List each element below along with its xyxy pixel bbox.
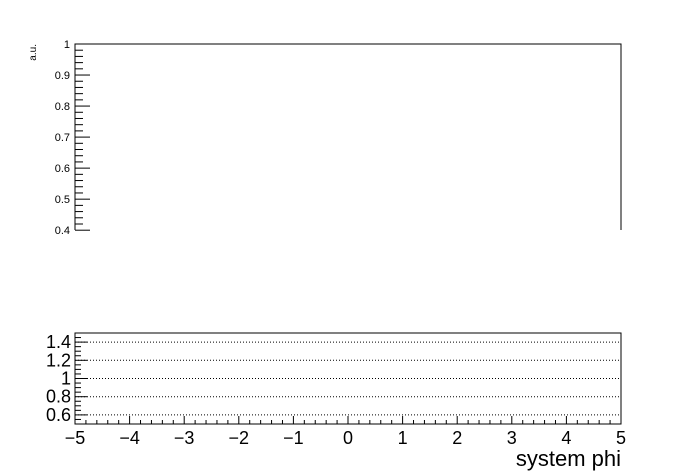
ratio-y-tick-label: 0.8 <box>46 387 71 407</box>
ratio-x-tick-label: 2 <box>452 428 462 448</box>
main-y-tick-label: 0.9 <box>55 70 70 82</box>
ratio-x-tick-labels: −5 −4 −3 −2 −1 0 1 2 3 4 5 <box>65 428 626 448</box>
ratio-x-tick-label: 3 <box>507 428 517 448</box>
ratio-y-tick-label: 0.6 <box>46 405 71 425</box>
main-y-tick-label: 0.7 <box>55 132 70 144</box>
main-panel: 0.4 0.5 0.6 0.7 0.8 0.9 1 a.u. <box>28 39 622 237</box>
main-y-axis-label: a.u. <box>28 44 39 61</box>
ratio-x-tick-label: −4 <box>119 428 140 448</box>
x-axis-label: system phi <box>516 446 621 471</box>
ratio-x-tick-label: −1 <box>283 428 304 448</box>
ratio-x-tick-label: 4 <box>561 428 571 448</box>
ratio-x-tick-label: 0 <box>343 428 353 448</box>
ratio-x-tick-label: 5 <box>616 428 626 448</box>
ratio-y-tick-label: 1 <box>61 369 71 389</box>
ratio-y-ticks <box>75 332 87 425</box>
main-y-tick-labels: 0.4 0.5 0.6 0.7 0.8 0.9 1 <box>55 39 70 237</box>
ratio-x-tick-label: −5 <box>65 428 86 448</box>
main-y-tick-label: 0.6 <box>55 163 70 175</box>
ratio-x-ticks <box>74 416 622 424</box>
main-y-ticks <box>75 43 90 231</box>
ratio-gridlines <box>75 341 621 416</box>
ratio-x-tick-label: 1 <box>398 428 408 448</box>
ratio-x-tick-label: −2 <box>229 428 250 448</box>
ratio-x-tick-label: −3 <box>174 428 195 448</box>
ratio-y-tick-label: 1.2 <box>46 350 71 370</box>
main-y-tick-label: 0.5 <box>55 194 70 206</box>
main-y-tick-label: 1 <box>64 39 70 51</box>
ratio-y-tick-label: 1.4 <box>46 332 71 352</box>
main-plot-frame <box>74 43 622 230</box>
main-y-tick-label: 0.8 <box>55 101 70 113</box>
ratio-panel: 0.60.811.21.4 −5 −4 −3 −2 −1 0 1 2 3 4 5 system ph… <box>46 332 626 471</box>
ratio-y-tick-labels: 0.60.811.21.4 <box>46 332 71 425</box>
main-y-tick-label: 0.4 <box>55 225 70 237</box>
